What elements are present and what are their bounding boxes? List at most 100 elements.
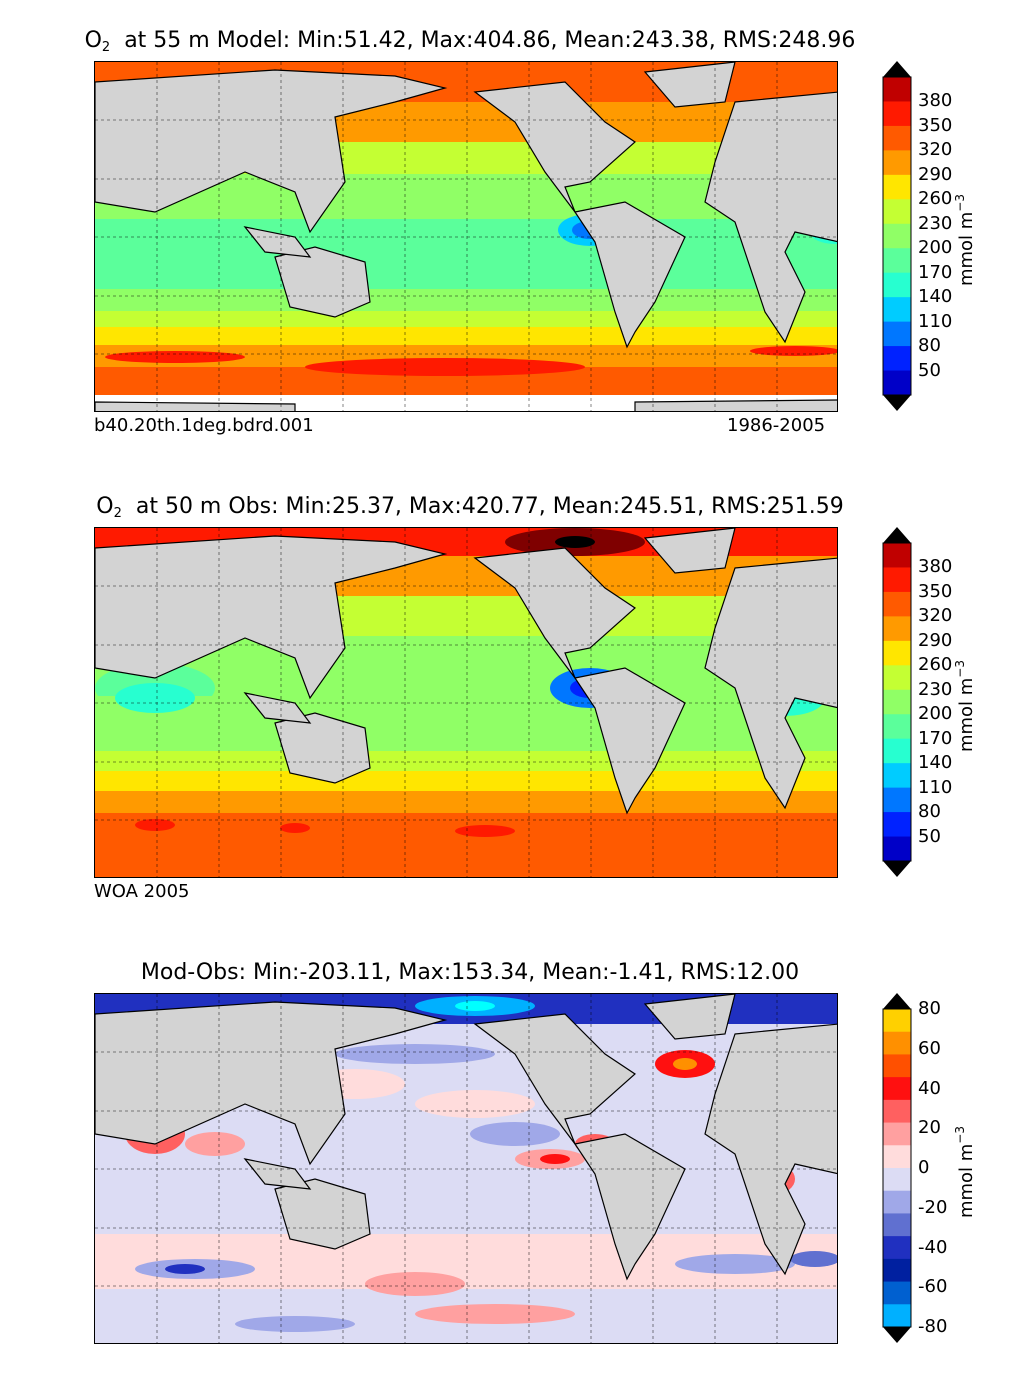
landmasses	[95, 528, 837, 815]
colorbar-label: mmol m−3	[953, 1125, 977, 1219]
colorbar-tick-label: 320	[918, 605, 953, 627]
colorbar-tick-label: 110	[918, 310, 953, 332]
colorbar-tick-label: 110	[918, 776, 953, 798]
landmasses	[95, 994, 837, 1281]
colorbar-swatch	[883, 640, 911, 666]
colorbar-tick-label: 380	[918, 556, 953, 577]
colorbar-tick-label: 20	[918, 1117, 941, 1139]
colorbar-tick-label: 40	[918, 1077, 941, 1099]
colorbar-swatch	[883, 616, 911, 642]
colorbar-swatch	[883, 199, 911, 225]
colorbar-tick-label: 260	[918, 654, 953, 676]
source-label: WOA 2005	[94, 881, 190, 902]
colorbar-tick-label: -80	[918, 1316, 948, 1337]
map-plot	[94, 527, 838, 878]
colorbar-extend-max	[883, 527, 911, 543]
colorbar-swatch	[883, 1190, 911, 1214]
colorbar-tick-label: 80	[918, 801, 941, 823]
colorbar-swatch	[883, 1145, 911, 1169]
colorbar-swatch	[883, 346, 911, 372]
colorbar-tick-label: 80	[918, 335, 941, 357]
colorbar-tick-label: 80	[918, 998, 941, 1019]
colorbar-swatch	[883, 1236, 911, 1260]
colorbar-swatch	[883, 1054, 911, 1078]
map-plot	[94, 61, 838, 412]
colorbar-border	[882, 1008, 912, 1328]
panel-model: O2 at 55 m Model: Min:51.42, Max:404.86,…	[0, 0, 1021, 466]
colorbar-tick-label: 200	[918, 237, 953, 259]
colorbar-tick-label: 230	[918, 678, 953, 700]
colorbar-tick-label: 60	[918, 1037, 941, 1059]
colorbar-tick-label: 350	[918, 114, 953, 136]
colorbar-tick-label: 320	[918, 139, 953, 161]
panel-title: O2 at 50 m Obs: Min:25.37, Max:420.77, M…	[96, 494, 844, 521]
colorbar-swatch	[883, 1168, 911, 1192]
colorbar-swatch	[883, 272, 911, 298]
colorbar-swatch	[883, 223, 911, 249]
colorbar	[882, 527, 912, 877]
colorbar-swatch	[883, 174, 911, 200]
colorbar-tick-label: 0	[918, 1157, 930, 1178]
colorbar-swatch	[883, 101, 911, 127]
map-svg	[95, 528, 837, 877]
map-plot	[94, 993, 838, 1344]
colorbar-swatch	[883, 812, 911, 838]
colorbar-swatch	[883, 370, 911, 396]
colorbar-swatch	[883, 591, 911, 617]
colorbar-swatch	[883, 297, 911, 323]
run-label: b40.20th.1deg.bdrd.001	[94, 415, 314, 436]
colorbar-extend-max	[883, 61, 911, 77]
colorbar-swatch	[883, 1304, 911, 1328]
colorbar-label: mmol m−3	[953, 193, 977, 287]
colorbar	[882, 993, 912, 1343]
colorbar-swatch	[883, 1031, 911, 1055]
landmasses	[95, 62, 837, 411]
colorbar-border	[882, 542, 912, 862]
colorbar-svg	[882, 527, 912, 877]
colorbar-swatch	[883, 150, 911, 176]
colorbar-swatch	[883, 1258, 911, 1283]
colorbar-swatch	[883, 321, 911, 347]
colorbar-svg	[882, 61, 912, 411]
colorbar-swatch	[883, 787, 911, 813]
map-svg	[95, 62, 837, 411]
colorbar-border	[882, 76, 912, 396]
panel-title: Mod-Obs: Min:-203.11, Max:153.34, Mean:-…	[140, 960, 800, 985]
gridlines	[95, 62, 837, 411]
colorbar-swatch	[883, 567, 911, 593]
colorbar-swatch	[883, 1099, 911, 1124]
colorbar-swatch	[883, 689, 911, 715]
colorbar-swatch	[883, 665, 911, 691]
colorbar-tick-label: 380	[918, 90, 953, 111]
colorbar	[882, 61, 912, 411]
colorbar-svg	[882, 993, 912, 1343]
colorbar-swatch	[883, 543, 911, 568]
colorbar-swatch	[883, 1122, 911, 1146]
colorbar-tick-label: 50	[918, 360, 941, 381]
colorbar-swatch	[883, 1077, 911, 1101]
map-svg	[95, 994, 837, 1343]
colorbar-swatch	[883, 1213, 911, 1237]
colorbar-tick-label: -20	[918, 1196, 948, 1218]
colorbar-tick-label: -60	[918, 1276, 948, 1298]
colorbar-tick-label: 290	[918, 163, 953, 185]
gridlines	[95, 528, 837, 877]
colorbar-tick-label: 170	[918, 261, 953, 283]
colorbar-tick-label: 200	[918, 703, 953, 725]
colorbar-extend-max	[883, 993, 911, 1009]
colorbar-tick-label: 140	[918, 286, 953, 308]
colorbar-swatch	[883, 125, 911, 151]
colorbar-tick-label: 50	[918, 826, 941, 847]
colorbar-tick-label: 350	[918, 580, 953, 602]
colorbar-extend-min	[883, 395, 911, 411]
colorbar-swatch	[883, 248, 911, 274]
colorbar-swatch	[883, 836, 911, 862]
colorbar-swatch	[883, 714, 911, 740]
panel-obs: O2 at 50 m Obs: Min:25.37, Max:420.77, M…	[0, 466, 1021, 932]
colorbar-tick-label: 290	[918, 629, 953, 651]
colorbar-label: mmol m−3	[953, 659, 977, 753]
period-label: 1986-2005	[727, 415, 826, 436]
colorbar-swatch	[883, 1281, 911, 1305]
colorbar-tick-label: 170	[918, 727, 953, 749]
colorbar-tick-label: 260	[918, 188, 953, 210]
